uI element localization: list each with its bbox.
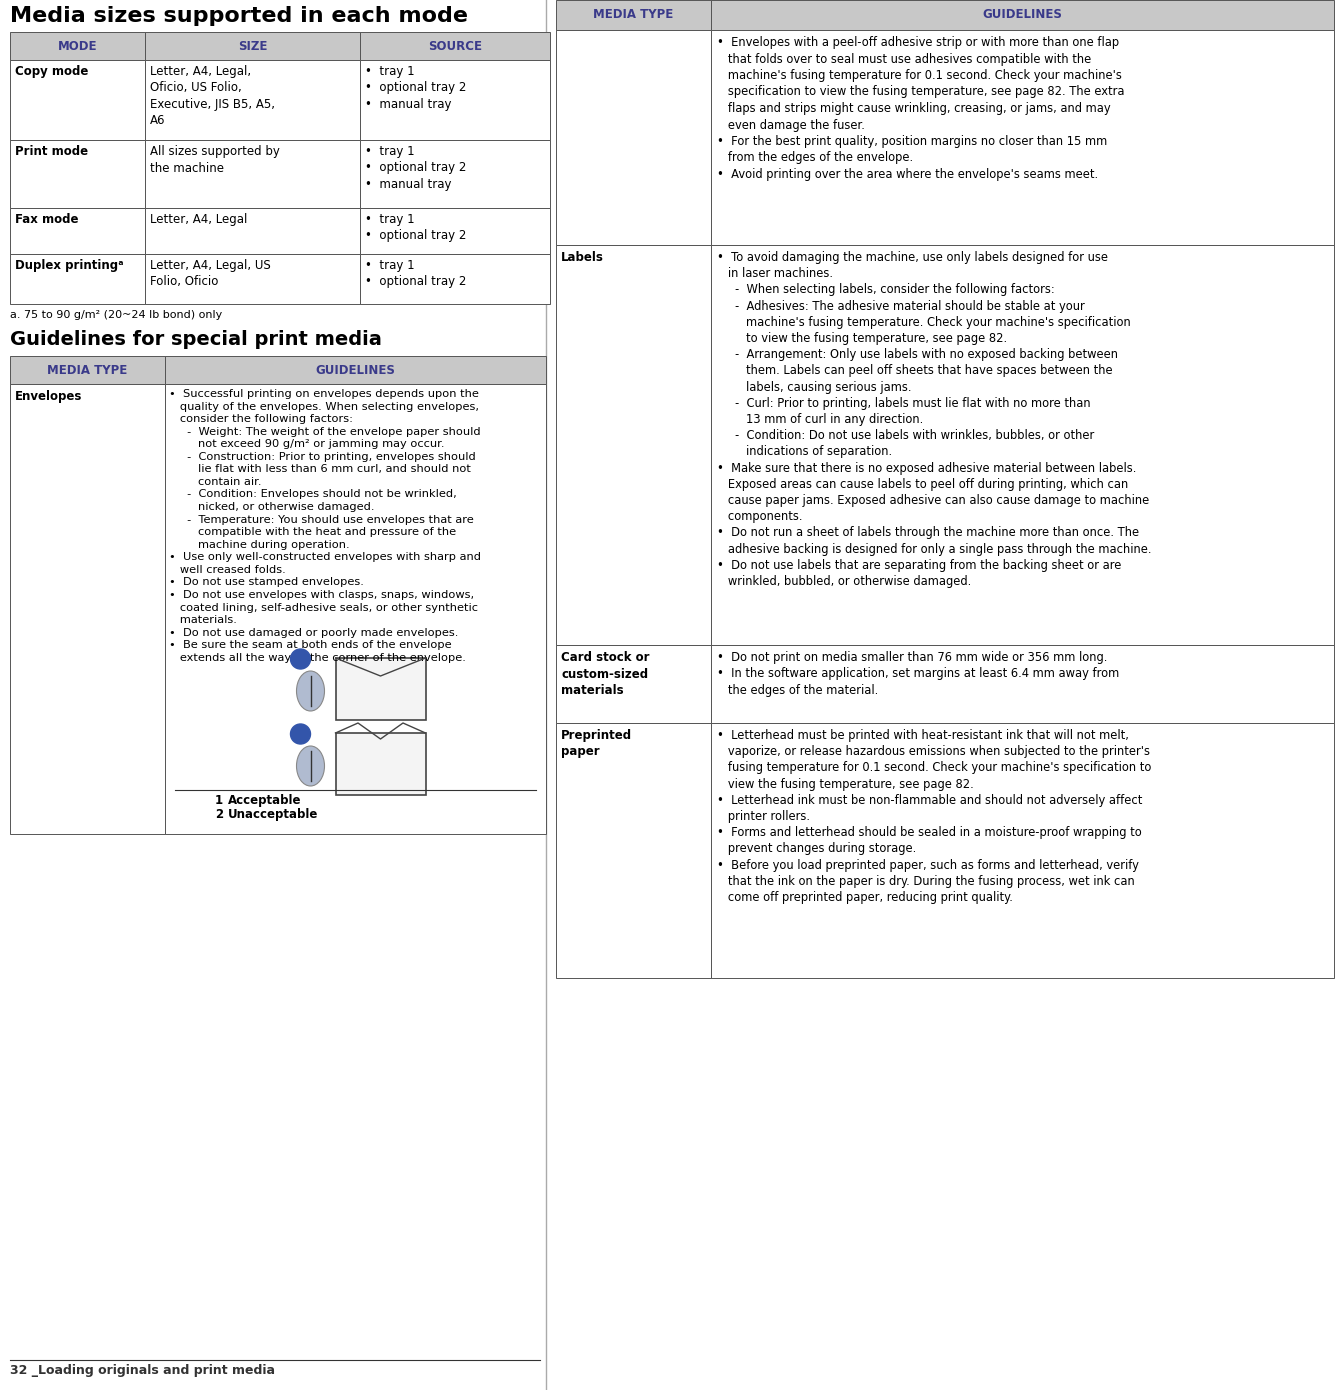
Bar [360, 60, 550, 140]
Text: Card stock or
custom-sized
materials: Card stock or custom-sized materials [561, 651, 650, 696]
Text: •  tray 1
•  optional tray 2
•  manual tray: • tray 1 • optional tray 2 • manual tray [365, 145, 467, 190]
Text: Media sizes supported in each mode: Media sizes supported in each mode [9, 6, 468, 26]
Text: •  tray 1
•  optional tray 2: • tray 1 • optional tray 2 [365, 259, 467, 289]
Text: MODE: MODE [58, 39, 97, 53]
Text: GUIDELINES: GUIDELINES [982, 8, 1063, 21]
Bar [556, 0, 711, 31]
Bar [145, 60, 360, 140]
Ellipse shape [297, 671, 325, 712]
Text: Guidelines for special print media: Guidelines for special print media [9, 329, 382, 349]
Circle shape [290, 649, 310, 669]
Text: Envelopes: Envelopes [15, 391, 82, 403]
Text: All sizes supported by
the machine: All sizes supported by the machine [150, 145, 280, 175]
Text: •  Envelopes with a peel-off adhesive strip or with more than one flap
   that f: • Envelopes with a peel-off adhesive str… [717, 36, 1125, 181]
Text: 1: 1 [297, 655, 305, 664]
Bar [556, 31, 711, 245]
Bar [9, 140, 145, 208]
Bar [336, 657, 425, 720]
Text: Letter, A4, Legal,
Oficio, US Folio,
Executive, JIS B5, A5,
A6: Letter, A4, Legal, Oficio, US Folio, Exe… [150, 65, 275, 128]
Text: 2: 2 [215, 808, 223, 821]
Bar [360, 32, 550, 60]
Text: •  tray 1
•  optional tray 2
•  manual tray: • tray 1 • optional tray 2 • manual tray [365, 65, 467, 111]
Bar [9, 384, 165, 834]
Text: SOURCE: SOURCE [428, 39, 482, 53]
Text: Unacceptable: Unacceptable [228, 808, 318, 821]
Text: Preprinted
paper: Preprinted paper [561, 728, 632, 759]
Bar [360, 254, 550, 304]
Text: Letter, A4, Legal: Letter, A4, Legal [150, 213, 247, 227]
Text: 1: 1 [215, 794, 223, 808]
Bar [9, 60, 145, 140]
Text: Print mode: Print mode [15, 145, 89, 158]
Bar [711, 645, 1334, 723]
Bar [165, 356, 546, 384]
Bar [9, 356, 165, 384]
Text: Copy mode: Copy mode [15, 65, 89, 78]
Bar [9, 32, 145, 60]
Circle shape [290, 724, 310, 744]
Text: Letter, A4, Legal, US
Folio, Oficio: Letter, A4, Legal, US Folio, Oficio [150, 259, 271, 289]
Bar [145, 208, 360, 254]
Text: •  Successful printing on envelopes depends upon the
   quality of the envelopes: • Successful printing on envelopes depen… [169, 389, 480, 663]
Bar [711, 0, 1334, 31]
Text: •  Do not print on media smaller than 76 mm wide or 356 mm long.
•  In the softw: • Do not print on media smaller than 76 … [717, 651, 1119, 696]
Bar [556, 645, 711, 723]
Text: SIZE: SIZE [238, 39, 267, 53]
Bar [336, 733, 425, 795]
Text: •  To avoid damaging the machine, use only labels designed for use
   in laser m: • To avoid damaging the machine, use onl… [717, 252, 1151, 588]
Bar [165, 384, 546, 834]
Text: MEDIA TYPE: MEDIA TYPE [47, 364, 127, 377]
Bar [9, 208, 145, 254]
Ellipse shape [297, 746, 325, 785]
Text: GUIDELINES: GUIDELINES [315, 364, 396, 377]
Text: •  Letterhead must be printed with heat-resistant ink that will not melt,
   vap: • Letterhead must be printed with heat-r… [717, 728, 1151, 904]
Bar [9, 254, 145, 304]
Bar [711, 723, 1334, 979]
Bar [711, 245, 1334, 645]
Text: 2: 2 [297, 728, 305, 739]
Text: Labels: Labels [561, 252, 604, 264]
Text: 32 _Loading originals and print media: 32 _Loading originals and print media [9, 1364, 275, 1377]
Bar [145, 140, 360, 208]
Text: Acceptable: Acceptable [228, 794, 302, 808]
Text: Fax mode: Fax mode [15, 213, 78, 227]
Bar [360, 140, 550, 208]
Bar [711, 31, 1334, 245]
Text: a. 75 to 90 g/m² (20~24 lb bond) only: a. 75 to 90 g/m² (20~24 lb bond) only [9, 310, 223, 320]
Text: •  tray 1
•  optional tray 2: • tray 1 • optional tray 2 [365, 213, 467, 242]
Bar [360, 208, 550, 254]
Text: MEDIA TYPE: MEDIA TYPE [593, 8, 674, 21]
Bar [145, 254, 360, 304]
Bar [145, 32, 360, 60]
Bar [556, 245, 711, 645]
Text: Duplex printingᵃ: Duplex printingᵃ [15, 259, 123, 272]
Bar [556, 723, 711, 979]
